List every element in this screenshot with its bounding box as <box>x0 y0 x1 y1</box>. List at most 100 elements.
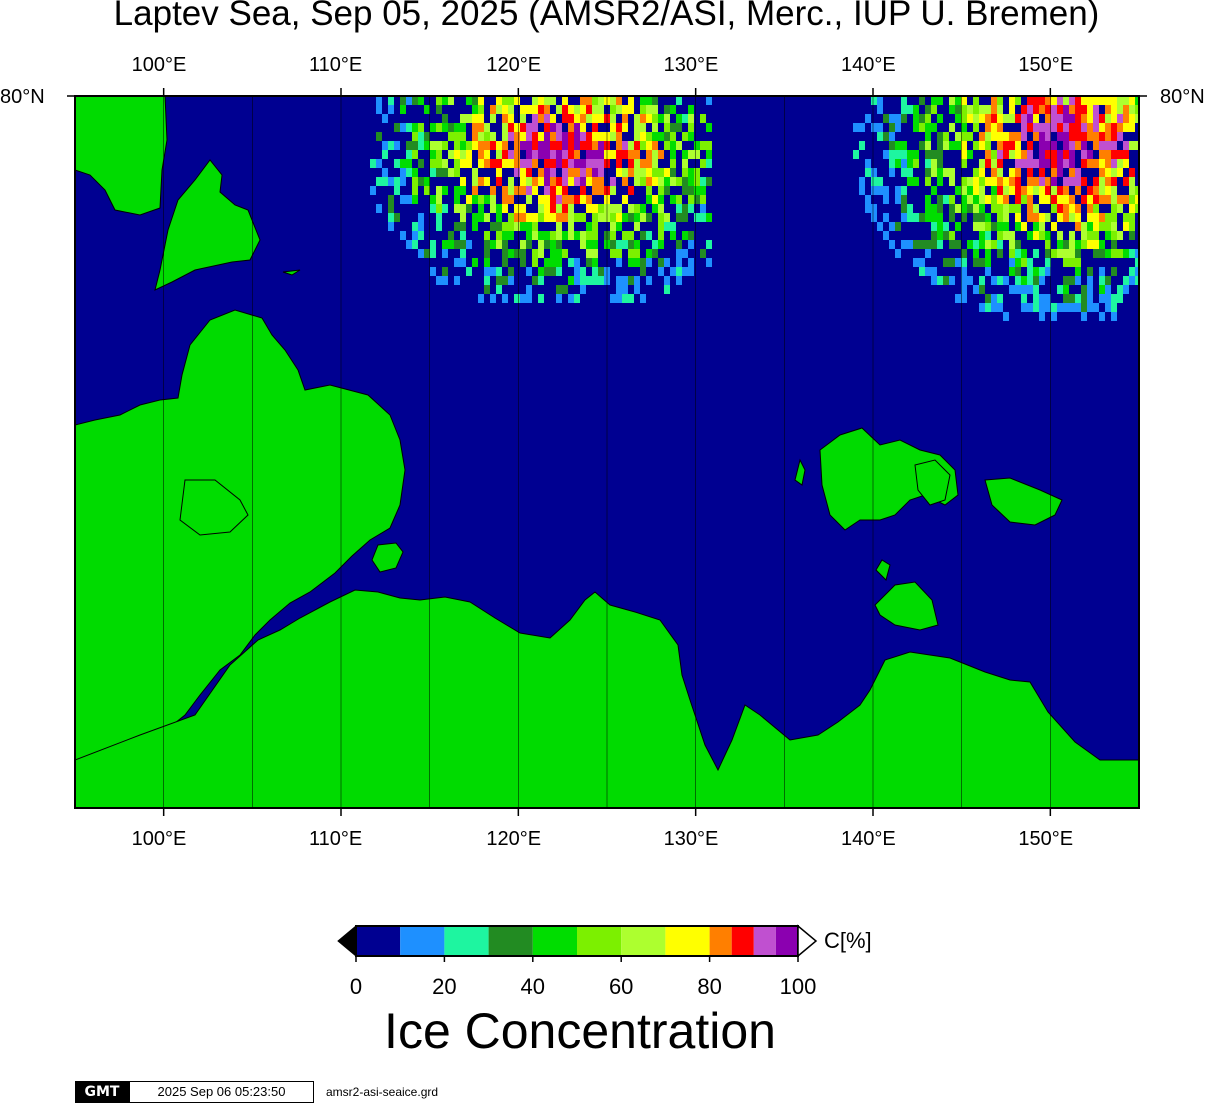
ice-cell <box>979 105 985 114</box>
ice-cell <box>985 177 991 186</box>
ice-cell <box>490 105 496 114</box>
ice-cell <box>514 159 520 168</box>
ice-cell <box>658 186 664 195</box>
ice-cell <box>652 150 658 159</box>
ice-cell <box>556 159 562 168</box>
ice-cell <box>949 204 955 213</box>
ice-cell <box>1063 114 1069 123</box>
ice-cell <box>628 186 634 195</box>
ice-cell <box>550 195 556 204</box>
ice-cell <box>700 249 706 258</box>
ice-cell <box>640 105 646 114</box>
ice-cell <box>454 222 460 231</box>
ice-cell <box>907 105 913 114</box>
ice-cell <box>949 231 955 240</box>
ice-cell <box>598 141 604 150</box>
ice-cell <box>949 195 955 204</box>
ice-cell <box>1075 177 1081 186</box>
ice-cell <box>574 177 580 186</box>
ice-cell <box>472 213 478 222</box>
ice-cell <box>430 168 436 177</box>
ice-cell <box>1111 96 1117 105</box>
ice-cell <box>889 240 895 249</box>
ice-cell <box>616 240 622 249</box>
ice-cell <box>1135 186 1139 195</box>
ice-cell <box>622 231 628 240</box>
ice-cell <box>1009 114 1015 123</box>
ice-cell <box>490 240 496 249</box>
ice-cell <box>919 258 925 267</box>
ice-cell <box>484 249 490 258</box>
ice-cell <box>616 132 622 141</box>
ice-cell <box>478 105 484 114</box>
ice-cell <box>1105 285 1111 294</box>
ice-cell <box>1135 141 1139 150</box>
ice-cell <box>610 186 616 195</box>
ice-cell <box>1075 267 1081 276</box>
ice-cell <box>985 267 991 276</box>
ice-cell <box>1093 303 1099 312</box>
ice-cell <box>532 105 538 114</box>
ice-cell <box>664 213 670 222</box>
ice-cell <box>1111 213 1117 222</box>
ice-cell <box>877 186 883 195</box>
ice-cell <box>490 141 496 150</box>
ice-cell <box>622 168 628 177</box>
ice-cell <box>979 177 985 186</box>
ice-cell <box>1027 258 1033 267</box>
ice-cell <box>490 204 496 213</box>
ice-cell <box>1099 267 1105 276</box>
ice-cell <box>967 114 973 123</box>
ice-cell <box>520 249 526 258</box>
ice-cell <box>700 141 706 150</box>
ice-cell <box>1129 231 1135 240</box>
ice-cell <box>700 114 706 123</box>
ice-cell <box>979 258 985 267</box>
ice-cell <box>961 132 967 141</box>
ice-cell <box>550 168 556 177</box>
ice-cell <box>634 123 640 132</box>
ice-cell <box>544 258 550 267</box>
ice-cell <box>1111 132 1117 141</box>
ice-cell <box>1105 159 1111 168</box>
ice-cell <box>901 96 907 105</box>
ice-cell <box>961 123 967 132</box>
ice-cell <box>1051 105 1057 114</box>
ice-cell <box>1003 114 1009 123</box>
ice-cell <box>925 240 931 249</box>
ice-cell <box>1081 303 1087 312</box>
ice-cell <box>1057 213 1063 222</box>
ice-cell <box>925 141 931 150</box>
ice-cell <box>628 249 634 258</box>
colorbar-tick-label: 100 <box>779 974 817 999</box>
ice-cell <box>682 249 688 258</box>
ice-cell <box>919 240 925 249</box>
ice-cell <box>1105 105 1111 114</box>
ice-cell <box>1063 177 1069 186</box>
ice-cell <box>1087 204 1093 213</box>
ice-cell <box>538 105 544 114</box>
ice-cell <box>1063 285 1069 294</box>
ice-cell <box>1033 276 1039 285</box>
ice-cell <box>1063 204 1069 213</box>
ice-cell <box>1039 132 1045 141</box>
ice-cell <box>484 195 490 204</box>
ice-cell <box>508 186 514 195</box>
ice-cell <box>574 213 580 222</box>
ice-cell <box>1081 105 1087 114</box>
ice-cell <box>901 105 907 114</box>
ice-cell <box>556 231 562 240</box>
ice-cell <box>640 294 646 303</box>
ice-cell <box>592 240 598 249</box>
ice-cell <box>616 249 622 258</box>
ice-cell <box>1021 249 1027 258</box>
ice-cell <box>574 231 580 240</box>
ice-cell <box>550 159 556 168</box>
ice-cell <box>1063 132 1069 141</box>
ice-cell <box>1111 177 1117 186</box>
ice-cell <box>592 267 598 276</box>
ice-cell <box>931 222 937 231</box>
ice-cell <box>1081 195 1087 204</box>
graticule <box>163 96 1051 808</box>
ice-cell <box>1111 141 1117 150</box>
